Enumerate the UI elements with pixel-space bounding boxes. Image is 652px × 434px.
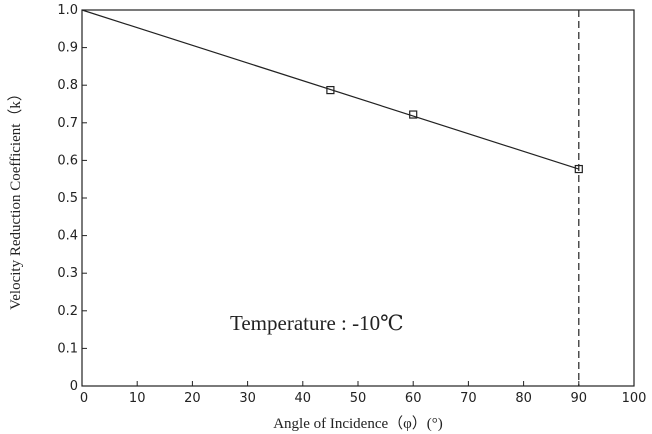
y-tick-label: 0.2 — [57, 304, 78, 319]
y-tick-label: 0.9 — [57, 41, 78, 56]
y-axis-label: Velocity Reduction Coefficient（k） — [7, 86, 24, 310]
y-axis-ticks: 0 0.1 0.2 0.3 0.4 0.5 0.6 0.7 0.8 0.9 1.0 — [57, 3, 87, 394]
x-tick-label: 100 — [622, 391, 647, 406]
y-tick-label: 0.1 — [57, 341, 78, 356]
y-tick-label: 0.8 — [57, 78, 78, 93]
temperature-annotation: Temperature : -10℃ — [230, 311, 404, 335]
x-tick-label: 10 — [129, 391, 146, 406]
x-tick-label: 40 — [295, 391, 312, 406]
y-tick-label: 0.6 — [57, 153, 78, 168]
x-tick-label: 90 — [571, 391, 588, 406]
y-tick-label: 0 — [70, 379, 78, 394]
data-point — [574, 164, 583, 174]
y-tick-label: 0.4 — [57, 229, 78, 244]
x-tick-label: 80 — [515, 391, 532, 406]
data-point — [326, 85, 335, 95]
series-line — [81, 9, 579, 170]
x-axis-label: Angle of Incidence（φ）(°) — [273, 415, 443, 432]
y-tick-label: 0.5 — [57, 191, 78, 206]
x-tick-label: 70 — [460, 391, 477, 406]
y-tick-label: 0.7 — [57, 116, 78, 131]
x-axis-ticks: 0 10 20 30 40 50 60 70 80 90 100 — [80, 381, 647, 406]
data-marks — [81, 9, 583, 386]
x-tick-label: 0 — [80, 391, 88, 406]
x-tick-label: 60 — [405, 391, 422, 406]
x-tick-label: 30 — [239, 391, 256, 406]
y-tick-label: 1.0 — [57, 3, 78, 18]
x-tick-label: 50 — [350, 391, 367, 406]
y-tick-label: 0.3 — [57, 266, 78, 281]
x-tick-label: 20 — [184, 391, 201, 406]
data-point — [409, 110, 418, 119]
